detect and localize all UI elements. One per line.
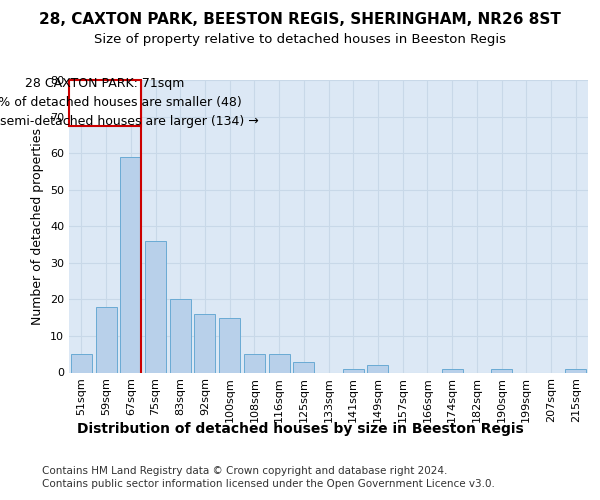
Text: Contains HM Land Registry data © Crown copyright and database right 2024.: Contains HM Land Registry data © Crown c… xyxy=(42,466,448,476)
Bar xyxy=(491,369,512,372)
Bar xyxy=(343,369,364,372)
Bar xyxy=(69,80,141,126)
Bar xyxy=(367,365,388,372)
Y-axis label: Number of detached properties: Number of detached properties xyxy=(31,128,44,325)
Bar xyxy=(442,369,463,372)
Bar xyxy=(293,362,314,372)
Text: Contains public sector information licensed under the Open Government Licence v3: Contains public sector information licen… xyxy=(42,479,495,489)
Bar xyxy=(219,318,240,372)
Bar xyxy=(269,354,290,372)
Text: Size of property relative to detached houses in Beeston Regis: Size of property relative to detached ho… xyxy=(94,32,506,46)
Bar xyxy=(120,157,141,372)
Bar xyxy=(244,354,265,372)
Bar xyxy=(71,354,92,372)
Bar xyxy=(194,314,215,372)
Bar xyxy=(95,306,116,372)
Bar xyxy=(145,241,166,372)
Bar xyxy=(170,300,191,372)
Text: 28, CAXTON PARK, BEESTON REGIS, SHERINGHAM, NR26 8ST: 28, CAXTON PARK, BEESTON REGIS, SHERINGH… xyxy=(39,12,561,28)
Bar xyxy=(565,369,586,372)
Text: Distribution of detached houses by size in Beeston Regis: Distribution of detached houses by size … xyxy=(77,422,523,436)
Text: 28 CAXTON PARK: 71sqm
← 26% of detached houses are smaller (48)
71% of semi-deta: 28 CAXTON PARK: 71sqm ← 26% of detached … xyxy=(0,78,259,128)
